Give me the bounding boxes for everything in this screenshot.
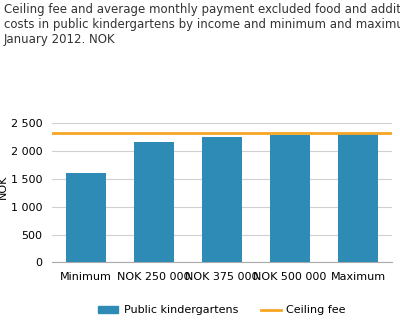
Y-axis label: NOK: NOK [0, 175, 8, 199]
Bar [134, 142, 174, 262]
Legend: Public kindergartens, Ceiling fee: Public kindergartens, Ceiling fee [94, 301, 350, 320]
Bar [66, 173, 106, 262]
Bar [202, 137, 242, 262]
Bar [338, 133, 378, 262]
Text: Ceiling fee and average monthly payment excluded food and additional
costs in pu: Ceiling fee and average monthly payment … [4, 3, 400, 46]
Bar [270, 135, 310, 262]
